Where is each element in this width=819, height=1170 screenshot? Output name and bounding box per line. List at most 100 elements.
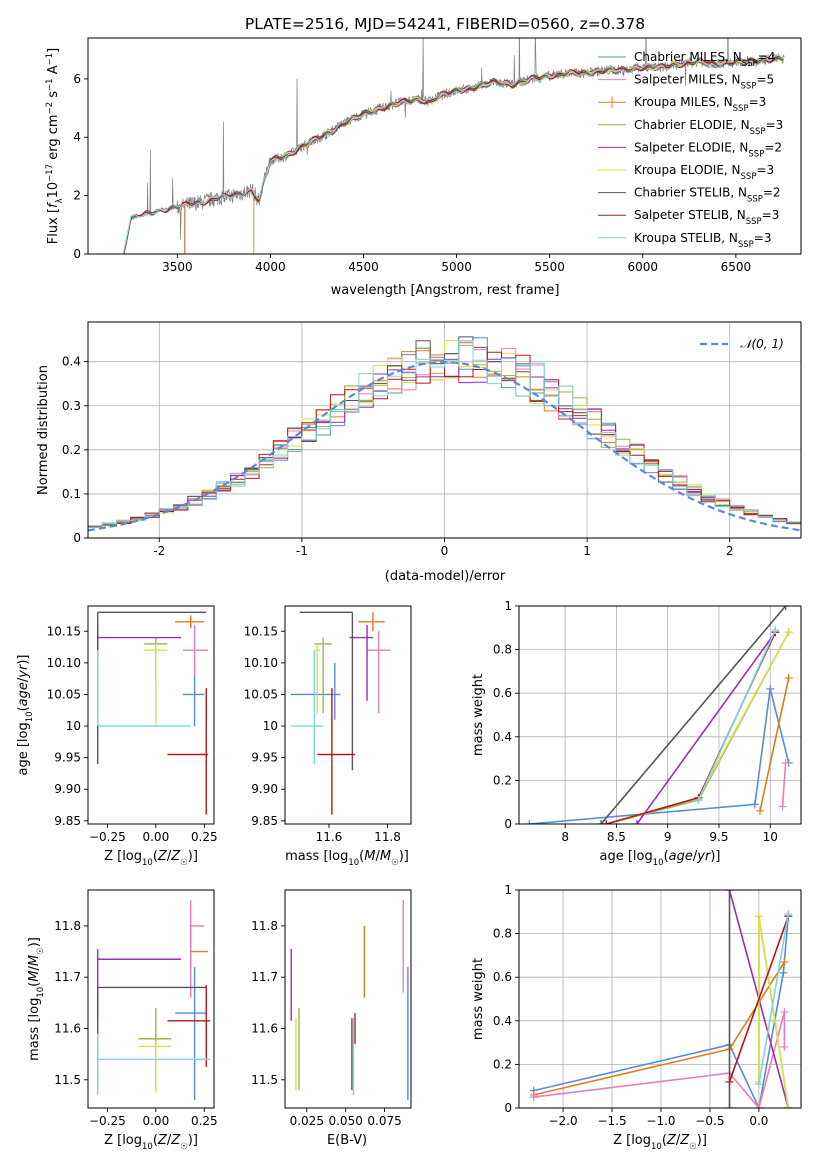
x-tick-label: 11.6 <box>316 830 343 844</box>
x-tick-label: 5500 <box>534 260 565 274</box>
y-tick-label: 11.5 <box>54 1073 81 1087</box>
chart-mass_vs_ebv: 0.025 0.050 0.075 11.5 11.6 11.7 11.8 E(B-V) <box>251 889 412 1148</box>
weight-marker <box>780 1008 789 1017</box>
weight-marker <box>771 625 780 634</box>
axes-frame <box>284 889 412 1109</box>
y-axis-label: mass [log10(M/M☉)] <box>27 937 46 1061</box>
x-tick-label: 11.8 <box>374 830 401 844</box>
y-tick-label: 0 <box>504 817 512 831</box>
model-line-kroupa-elodie <box>253 56 784 254</box>
y-tick-label: 11.7 <box>54 970 81 984</box>
legend-entry-label: Salpeter ELODIE, NSSP=2 <box>634 140 782 159</box>
y-tick-label: 0.4 <box>493 730 512 744</box>
y-tick-label: 11.8 <box>54 919 81 933</box>
x-tick-label: 0.0 <box>749 1114 768 1128</box>
weight-marker <box>781 758 790 767</box>
x-tick-label: 0.25 <box>191 1114 218 1128</box>
weight-marker <box>766 684 775 693</box>
weight-marker <box>780 1042 789 1051</box>
y-tick-label: 0.4 <box>493 1014 512 1028</box>
y-tick-label: 10.05 <box>47 687 81 701</box>
weight-marker <box>725 1077 734 1086</box>
y-tick-label: 10.15 <box>47 624 81 638</box>
y-tick-label: 11.6 <box>251 1021 278 1035</box>
weight-marker <box>784 1104 793 1108</box>
x-axis-label: Z [log10(Z/Z☉)] <box>104 849 198 868</box>
chart-residuals: -2 -1 0 1 2 0 0.1 0.2 0.3 0.4 (data-model)/error No… <box>36 321 802 584</box>
weight-marker <box>784 909 793 918</box>
axes-frame <box>87 889 215 1109</box>
axes-frame <box>87 605 215 825</box>
x-tick-label: 6500 <box>721 260 752 274</box>
y-tick-label: 1 <box>504 883 512 897</box>
weight-line <box>605 631 777 824</box>
legend-entry-label: Kroupa MILES, NSSP=3 <box>634 95 766 114</box>
y-tick-label: 0 <box>73 247 81 261</box>
x-tick-label: −2.0 <box>548 1114 577 1128</box>
y-tick-label: 9.85 <box>54 814 81 828</box>
legend-entry-label: Kroupa STELIB, NSSP=3 <box>634 231 772 250</box>
x-axis-label: E(B-V) <box>327 1133 367 1148</box>
panels: 3500 4000 4500 5000 5500 6000 6500 0 2 4 6 waveleng… <box>16 37 802 1152</box>
x-tick-label: −0.25 <box>89 830 126 844</box>
weight-marker <box>755 806 764 815</box>
y-tick-label: 11.6 <box>54 1021 81 1035</box>
x-tick-label: 0.00 <box>142 1114 169 1128</box>
weight-marker <box>750 800 759 809</box>
x-axis-label: age [log10(age/yr)] <box>600 849 721 868</box>
y-tick-label: 10 <box>66 719 81 733</box>
y-tick-label: 0.6 <box>493 686 512 700</box>
plot-area <box>290 611 391 815</box>
y-tick-label: 0.8 <box>493 643 512 657</box>
x-tick-label: −1.0 <box>646 1114 675 1128</box>
weight-marker <box>779 968 788 977</box>
y-tick-label: 9.90 <box>251 782 278 796</box>
legend-entry-label: Salpeter MILES, NSSP=5 <box>634 73 774 92</box>
chart-spectrum: 3500 4000 4500 5000 5500 6000 6500 0 2 4 6 waveleng… <box>45 37 802 298</box>
x-tick-label: 9 <box>664 830 672 844</box>
x-tick-label: -1 <box>296 544 308 558</box>
y-tick-label: 0.2 <box>62 443 81 457</box>
y-axis-label: mass weight <box>471 958 486 1040</box>
y-tick-label: 2 <box>73 189 81 203</box>
y-tick-label: 11.8 <box>251 919 278 933</box>
x-tick-label: 0.25 <box>191 830 218 844</box>
weight-marker <box>632 820 641 824</box>
axes-frame <box>87 321 802 539</box>
weight-line <box>533 916 790 1108</box>
y-tick-label: 6 <box>73 72 81 86</box>
x-axis-label: Z [log10(Z/Z☉)] <box>104 1133 198 1152</box>
weight-line <box>758 913 790 1085</box>
weight-marker <box>602 820 611 824</box>
x-tick-label: −0.25 <box>89 1114 126 1128</box>
x-tick-label: 6000 <box>627 260 658 274</box>
legend-entry-label: Kroupa ELODIE, NSSP=3 <box>634 163 774 182</box>
y-tick-label: 10.10 <box>244 656 278 670</box>
plot-area <box>96 900 211 1101</box>
y-tick-label: 1 <box>504 599 512 613</box>
legend-entry-label: Chabrier ELODIE, NSSP=3 <box>634 118 783 137</box>
figure-title: PLATE=2516, MJD=54241, FIBERID=0560, z=0… <box>245 15 645 33</box>
weight-marker <box>754 1104 763 1108</box>
y-tick-label: 9.95 <box>54 751 81 765</box>
model-line-salpeter-stelib <box>122 56 784 254</box>
plot-area <box>290 900 409 1101</box>
chart-weight_vs_Z: −2.0 −1.5 −1.0 −0.5 0.0 0 0.2 0.4 0.6 0.8 1 Z [log1… <box>471 883 802 1152</box>
x-axis-label: (data-model)/error <box>385 569 506 584</box>
weight-line <box>533 1011 786 1108</box>
y-tick-label: 0.3 <box>62 399 81 413</box>
hist-series <box>88 340 801 528</box>
chart-weight_vs_age: 8 8.5 9 9.5 10 0 0.2 0.4 0.6 0.8 1 age [log10(age/y… <box>471 599 802 868</box>
x-tick-label: 5000 <box>441 260 472 274</box>
axes-frame <box>518 605 802 825</box>
y-axis-label: Normed distribution <box>36 365 51 495</box>
x-axis-label: wavelength [Angstrom, rest frame] <box>331 283 560 298</box>
weight-marker <box>725 1104 734 1108</box>
plot-area <box>519 890 801 1108</box>
legend-entry-label: Chabrier MILES, NSSP=4 <box>634 50 775 69</box>
x-tick-label: -2 <box>153 544 165 558</box>
y-tick-label: 9.90 <box>54 782 81 796</box>
x-tick-label: −0.5 <box>695 1114 724 1128</box>
y-axis-label: Flux [fλ10−17 erg cm−2 s−1 A−1] <box>45 48 65 244</box>
